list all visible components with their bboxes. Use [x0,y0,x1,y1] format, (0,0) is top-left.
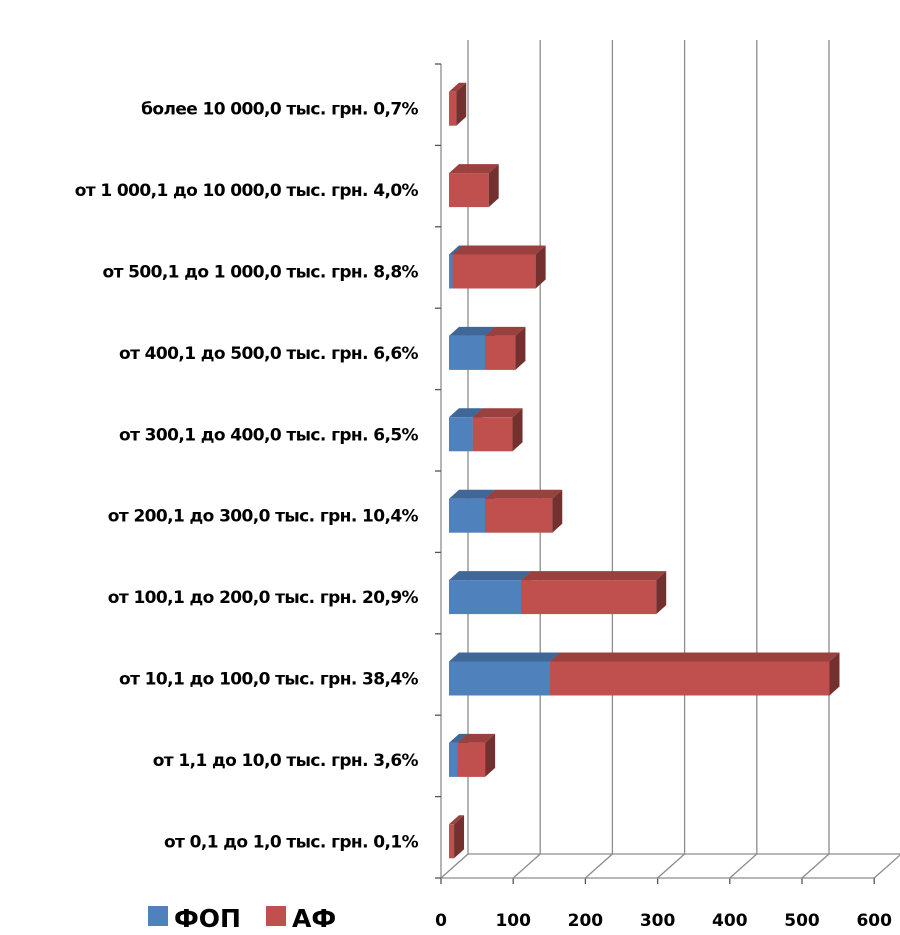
chart-axis [435,40,900,884]
bar-af [449,815,465,859]
chart-grid [440,40,900,879]
floor-line-400 [729,853,758,879]
floor-line-0 [440,853,469,879]
bar-af [457,733,496,777]
x-tick-label: 300 [640,911,676,931]
bar-af [449,164,499,208]
bar-fop [449,571,532,615]
category-label: от 400,1 до 500,0 тыс. грн. 6,6% [119,344,419,364]
legend-label-fop: ФОП [174,904,241,933]
x-tick-label: 600 [856,911,892,931]
x-tick-label: 100 [495,911,531,931]
category-label: от 100,1 до 200,0 тыс. грн. 20,9% [108,588,419,608]
bar-af [521,571,667,615]
legend-label-af: АФ [292,904,336,933]
category-label: от 1,1 до 10,0 тыс. грн. 3,6% [153,751,419,771]
category-label: от 10,1 до 100,0 тыс. грн. 38,4% [119,670,419,690]
legend: ФОП АФ [148,904,336,933]
x-tick-label: 400 [712,911,748,931]
category-label: от 1 000,1 до 10 000,0 тыс. грн. 4,0% [75,181,419,201]
legend-swatch-af [266,906,286,926]
floor-line-300 [657,853,686,879]
bar-af [485,489,563,533]
category-label: от 0,1 до 1,0 тыс. грн. 0,1% [164,832,419,852]
bar-af [472,408,523,452]
bar-af [449,82,467,126]
floor-line-200 [584,853,613,879]
x-tick-label: 200 [568,911,604,931]
category-label: от 300,1 до 400,0 тыс. грн. 6,5% [119,425,419,445]
floor-line-500 [801,853,830,879]
x-tick-label: 0 [435,911,447,931]
category-label: более 10 000,0 тыс. грн. 0,7% [141,100,418,120]
bar-af [550,652,840,696]
tick-labels: 0 100 200 300 400 500 600 [435,911,892,931]
x-tick-label: 500 [784,911,820,931]
category-labels: более 10 000,0 тыс. грн. 0,7% от 1 000,1 … [75,100,419,853]
bar-af [452,245,546,289]
bar-af [485,326,526,370]
floor-line-600 [873,854,900,879]
bar-fop [449,652,561,696]
category-label: от 200,1 до 300,0 тыс. грн. 10,4% [108,507,419,527]
floor-line-100 [512,853,541,879]
category-label: от 500,1 до 1 000,0 тыс. грн. 8,8% [102,263,418,283]
chart-bars [449,82,840,859]
legend-swatch-fop [148,906,168,926]
